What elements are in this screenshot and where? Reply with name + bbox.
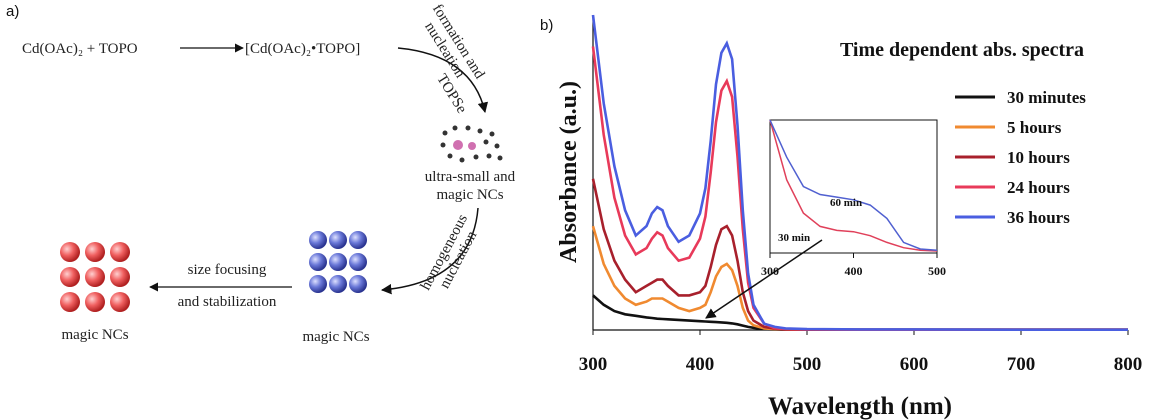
reactant: Cd(OAc)₂ + TOPO (22, 41, 138, 57)
cluster (440, 125, 503, 163)
pointer-arrow (705, 239, 823, 319)
x-axis-label: Wavelength (nm) (768, 393, 952, 420)
legend-label: 5 hours (1007, 118, 1062, 137)
blue-spheres (309, 231, 367, 293)
inset-frame (769, 119, 938, 254)
legend-label: 24 hours (1007, 178, 1070, 197)
y-axis-label: Absorbance (a.u.) (556, 81, 582, 263)
series-line (591, 14, 1128, 331)
legend-label: 30 minutes (1007, 88, 1086, 107)
series-label: 60 min (830, 197, 862, 209)
product1: magic NCs (302, 329, 369, 345)
x-tick-label: 300 (761, 264, 779, 278)
step3: size focusing (188, 262, 267, 278)
legend-label: 10 hours (1007, 148, 1070, 167)
x-tick-label: 400 (845, 264, 863, 278)
series-line (769, 119, 938, 252)
series-line (592, 294, 1128, 331)
series-line (769, 119, 938, 252)
product2: magic NCs (61, 327, 128, 343)
panel-label: a) (6, 3, 19, 20)
step3: and stabilization (178, 294, 277, 310)
plot: 300 400 500 600 700 800 30 minutes 5 hours 10 ho… (556, 14, 1143, 420)
intermediate: magic NCs (436, 187, 503, 203)
x-tick-label: 800 (1114, 354, 1143, 375)
x-tick-label: 600 (900, 354, 929, 375)
arrow (380, 207, 479, 295)
scheme: a) Cd(OAc)₂ + TOPO [Cd(OAc)₂•TOPO] forma… (6, 2, 516, 345)
x-tick-label: 500 (928, 264, 946, 278)
legend-label: 36 hours (1007, 208, 1070, 227)
x-tick-label: 500 (793, 354, 822, 375)
chart-title: Time dependent abs. spectra (840, 39, 1084, 61)
x-tick-label: 700 (1007, 354, 1036, 375)
x-tick-label: 400 (686, 354, 715, 375)
complex: [Cd(OAc)₂•TOPO] (245, 41, 360, 57)
series-label: 30 min (778, 232, 810, 244)
reagent: TOPSe (433, 71, 470, 116)
red-spheres (60, 242, 130, 312)
arrow (397, 47, 489, 114)
panel-label: b) (540, 17, 553, 34)
x-tick-label: 300 (579, 354, 608, 375)
intermediate: ultra-small and (425, 169, 516, 185)
